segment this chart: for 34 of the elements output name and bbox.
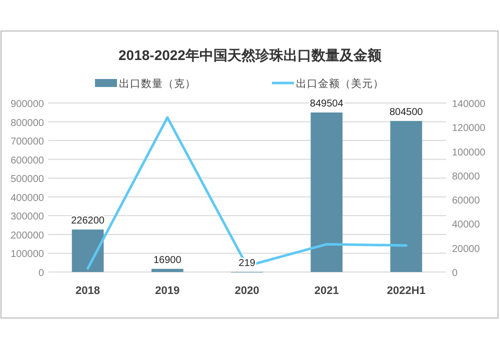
y2-tick-label: 140000 [452, 99, 486, 110]
legend-label: 出口金额（美元） [296, 77, 384, 90]
bar [72, 230, 104, 272]
x-tick-label: 2018 [76, 285, 100, 297]
y-tick-label: 500000 [10, 174, 44, 186]
y2-tick-label: 20000 [452, 244, 480, 255]
y-tick-label: 400000 [10, 192, 44, 204]
y-tick-label: 200000 [10, 230, 44, 242]
x-tick-label: 2019 [155, 285, 180, 297]
y-tick-label: 100000 [10, 249, 44, 260]
y2-tick-label: 60000 [452, 196, 480, 207]
bar [390, 120, 422, 272]
y2-tick-label: 120000 [452, 123, 486, 134]
y-tick-label: 0 [38, 268, 44, 279]
data-label: 849504 [310, 98, 344, 110]
bar [151, 268, 184, 272]
y-tick-label: 800000 [10, 118, 44, 129]
y-tick-label: 300000 [10, 212, 44, 223]
data-label: 226200 [71, 216, 105, 227]
legend-label: 出口数量（克） [119, 77, 196, 90]
y2-tick-label: 0 [452, 268, 458, 279]
y-tick-label: 600000 [10, 155, 44, 166]
x-tick-label: 2020 [234, 285, 260, 297]
y-tick-label: 700000 [10, 136, 44, 148]
x-tick-label: 2021 [314, 285, 339, 297]
x-tick-label: 2022H1 [386, 285, 426, 297]
y-tick-label: 900000 [10, 99, 44, 110]
bar [310, 112, 343, 272]
data-label: 16900 [153, 254, 182, 266]
y2-tick-label: 80000 [452, 171, 480, 182]
y2-tick-label: 100000 [452, 147, 486, 158]
chart-title: 2018-2022年中国天然珍珠出口数量及金额 [118, 47, 382, 63]
data-label: 804500 [390, 106, 424, 118]
y2-tick-label: 40000 [452, 220, 480, 231]
